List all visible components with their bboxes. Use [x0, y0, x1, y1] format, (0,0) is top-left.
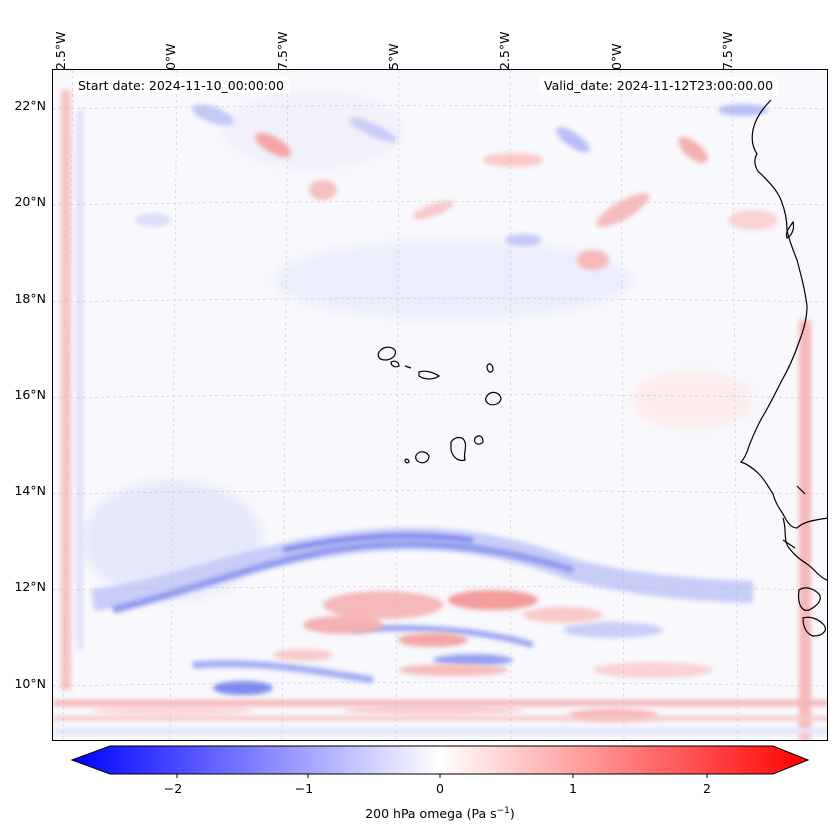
colorbar-ticks: [176, 774, 708, 778]
start-date-box: Start date: 2024-11-10_00:00:00: [73, 77, 289, 94]
map-panel: [52, 69, 828, 741]
cb-tick-1: 1: [569, 781, 577, 796]
lat-label-16n: 16°N: [14, 387, 46, 402]
omega-field-map: [53, 70, 827, 740]
colorbar-label-exponent: −1: [496, 806, 510, 816]
cb-tick-0: 0: [436, 781, 444, 796]
valid-date-box: Valid_date: 2024-11-12T23:00:00.00: [539, 77, 779, 94]
lat-label-20n: 20°N: [14, 194, 46, 209]
northern-streaks: [135, 104, 778, 270]
lat-label-14n: 14°N: [14, 483, 46, 498]
colorbar-label-suffix: ): [509, 806, 515, 822]
cb-tick-minus1: −1: [294, 781, 314, 796]
cb-tick-2: 2: [703, 781, 711, 796]
colorbar-label: 200 hPa omega (Pa s−1): [0, 806, 837, 821]
lat-label-18n: 18°N: [14, 291, 46, 306]
red-patches: [93, 590, 713, 721]
lat-label-10n: 10°N: [14, 676, 46, 691]
colorbar: [70, 745, 810, 778]
cape-verde-islands: [377, 346, 502, 464]
graticule: [53, 70, 827, 740]
colorbar-label-prefix: 200 hPa omega (Pa s: [365, 806, 497, 822]
lat-label-12n: 12°N: [14, 579, 46, 594]
coastline: [739, 99, 827, 637]
boundary-bands: [53, 90, 827, 740]
lat-label-22n: 22°N: [14, 98, 46, 113]
cb-tick-minus2: −2: [163, 781, 183, 796]
colorbar-gradient: [70, 745, 810, 775]
